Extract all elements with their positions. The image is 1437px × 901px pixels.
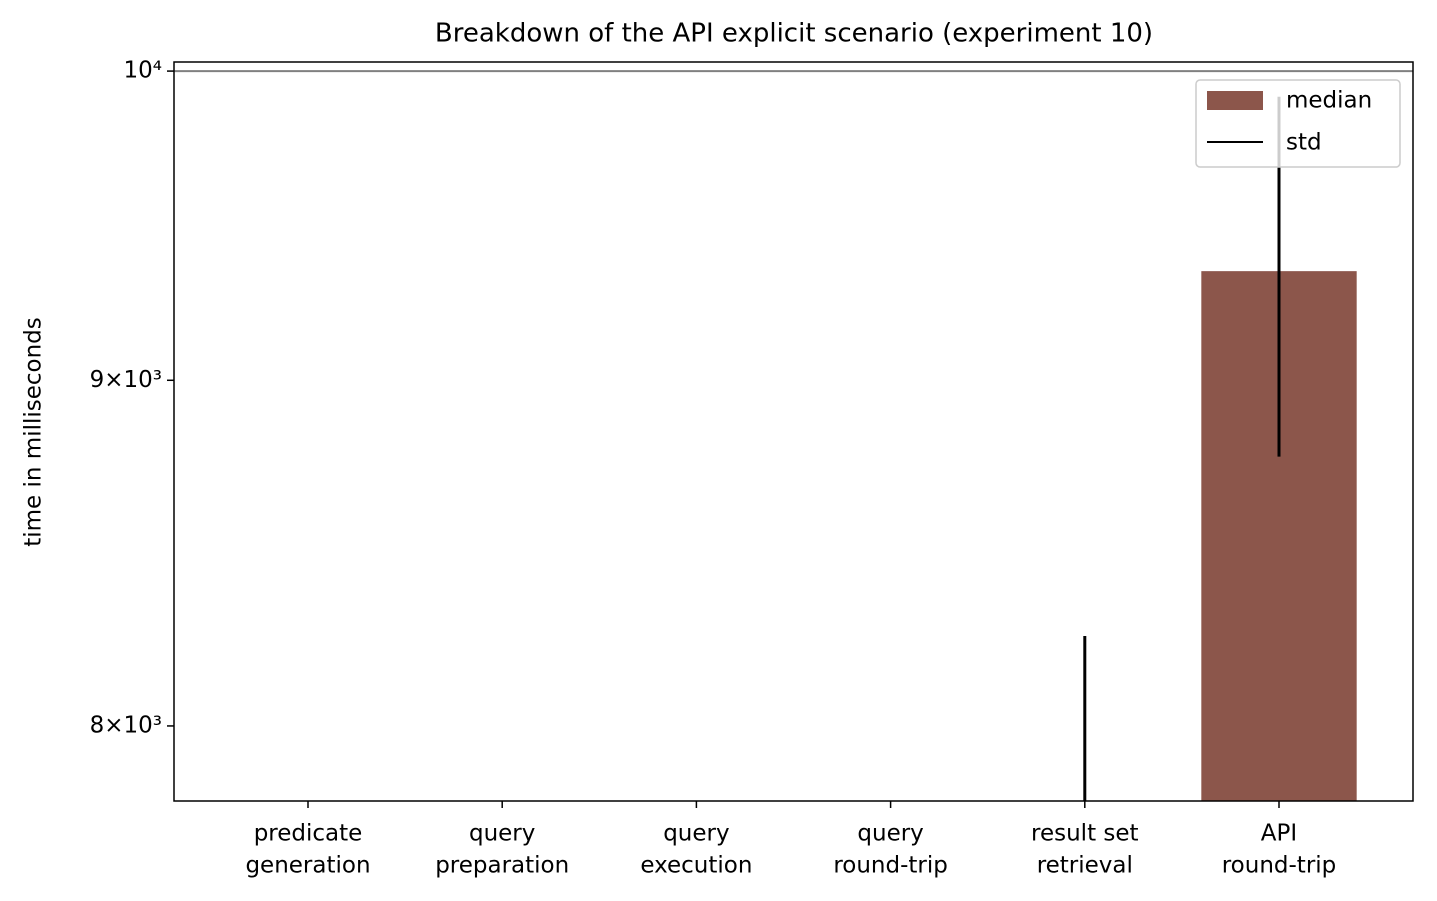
legend-label: std bbox=[1286, 130, 1322, 156]
x-tick-label: result set bbox=[1031, 821, 1139, 847]
axes-frame bbox=[173, 61, 1414, 802]
legend: median std bbox=[1195, 79, 1401, 168]
y-tick-label: 9×10³ bbox=[90, 367, 162, 393]
x-tick-label: query bbox=[469, 821, 535, 847]
x-tick-label: generation bbox=[245, 853, 370, 879]
plot-area bbox=[174, 70, 1413, 801]
legend-label: median bbox=[1286, 88, 1372, 114]
x-tick-label: query bbox=[857, 821, 923, 847]
x-tick-label: execution bbox=[640, 853, 752, 879]
y-tick-label: 8×10³ bbox=[90, 712, 162, 738]
x-tick-label: API bbox=[1261, 821, 1297, 847]
chart-title: Breakdown of the API explicit scenario (… bbox=[435, 19, 1153, 49]
x-tick-label: round-trip bbox=[1222, 853, 1337, 879]
x-tick-label: preparation bbox=[435, 853, 569, 879]
y-axis-label: time in milliseconds bbox=[21, 317, 47, 547]
x-tick-label: query bbox=[663, 821, 729, 847]
legend-swatch bbox=[1207, 91, 1263, 110]
x-tick-label: retrieval bbox=[1037, 853, 1133, 879]
x-tick-label: round-trip bbox=[833, 853, 948, 879]
y-tick-label: 10⁴ bbox=[124, 58, 163, 84]
x-tick-label: predicate bbox=[254, 821, 363, 847]
